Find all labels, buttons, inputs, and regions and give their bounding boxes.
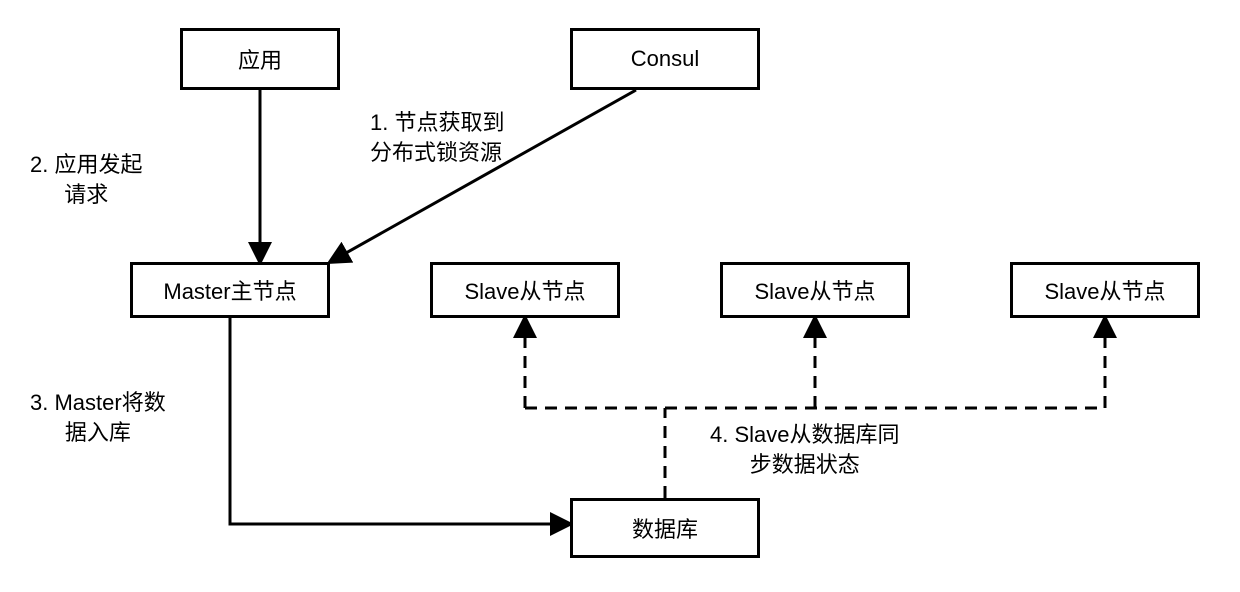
- architecture-diagram: 应用 Consul Master主节点 Slave从节点 Slave从节点 Sl…: [0, 0, 1240, 592]
- label-3: 3. Master将数 据入库: [30, 388, 166, 447]
- node-slave1-label: Slave从节点: [464, 274, 585, 306]
- node-slave3-label: Slave从节点: [1044, 274, 1165, 306]
- node-consul-label: Consul: [631, 46, 699, 72]
- node-db: 数据库: [570, 498, 760, 558]
- node-slave3: Slave从节点: [1010, 262, 1200, 318]
- node-slave1: Slave从节点: [430, 262, 620, 318]
- label-2: 2. 应用发起 请求: [30, 150, 142, 209]
- node-master: Master主节点: [130, 262, 330, 318]
- node-slave2: Slave从节点: [720, 262, 910, 318]
- label-4: 4. Slave从数据库同 步数据状态: [710, 420, 900, 479]
- label-1: 1. 节点获取到 分布式锁资源: [370, 108, 504, 167]
- node-app: 应用: [180, 28, 340, 90]
- node-master-label: Master主节点: [163, 274, 296, 306]
- node-consul: Consul: [570, 28, 760, 90]
- edge-e_master_db: [230, 318, 570, 524]
- node-db-label: 数据库: [632, 512, 698, 544]
- node-slave2-label: Slave从节点: [754, 274, 875, 306]
- node-app-label: 应用: [238, 43, 282, 75]
